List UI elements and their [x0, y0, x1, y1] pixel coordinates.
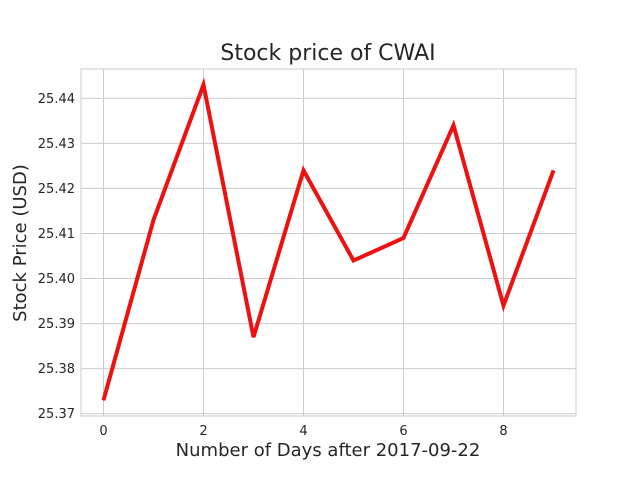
y-tick-label: 25.44: [38, 92, 75, 107]
y-axis-ticks: 25.37 25.38 25.39 25.40 25.41 25.42 25.43 25.44: [38, 92, 75, 422]
data-point: [553, 169, 554, 171]
data-point: [103, 399, 104, 401]
x-tick-label: 6: [399, 424, 407, 439]
data-point: [403, 237, 404, 239]
series-layer: [101, 77, 556, 401]
data-point: [303, 169, 304, 171]
x-tick-label: 8: [499, 424, 507, 439]
y-tick-label: 25.43: [38, 137, 75, 152]
grid: [81, 69, 576, 416]
data-point: [353, 260, 354, 262]
y-tick-label: 25.39: [38, 317, 75, 332]
data-point: [203, 84, 204, 86]
series-line: [101, 77, 556, 401]
y-axis-label: Stock Price (USD): [10, 164, 31, 322]
y-tick-label: 25.42: [38, 182, 75, 197]
y-tick-label: 25.38: [38, 362, 75, 377]
data-point: [253, 336, 254, 338]
x-tick-label: 4: [299, 424, 307, 439]
chart-title: Stock price of CWAI: [220, 41, 435, 66]
x-tick-label: 2: [199, 424, 207, 439]
data-point: [153, 219, 154, 221]
x-axis-ticks: 0 2 4 6 8: [99, 424, 507, 439]
plot-frame: [80, 68, 577, 417]
data-point: [503, 305, 504, 307]
y-tick-label: 25.37: [38, 407, 75, 422]
x-tick-label: 0: [99, 424, 107, 439]
y-tick-label: 25.40: [38, 272, 75, 287]
data-point: [453, 124, 454, 126]
x-axis-label: Number of Days after 2017-09-22: [176, 440, 481, 461]
y-tick-label: 25.41: [38, 227, 75, 242]
